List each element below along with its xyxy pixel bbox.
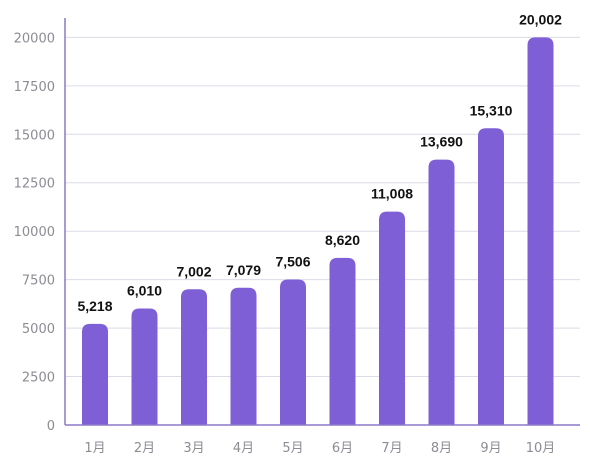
data-label-10: 20,002 (519, 11, 562, 27)
bar-8 (428, 159, 455, 426)
bar-10 (527, 37, 554, 425)
bars (82, 37, 554, 426)
x-category-label-4: 4月 (233, 441, 254, 456)
bar-2 (131, 308, 158, 425)
data-label-4: 7,079 (226, 262, 261, 278)
data-label-8: 13,690 (420, 134, 463, 150)
y-tick-label-10000: 10000 (14, 225, 55, 240)
x-category-label-3: 3月 (183, 441, 204, 456)
x-category-label-1: 1月 (84, 441, 105, 456)
bar-1 (82, 323, 108, 425)
bar-6 (329, 257, 356, 425)
x-category-label-6: 6月 (332, 441, 353, 456)
y-tick-label-20000: 20000 (14, 31, 55, 46)
data-label-1: 5,218 (77, 298, 112, 314)
bar-5 (280, 279, 306, 425)
data-label-6: 8,620 (325, 232, 360, 248)
x-category-label-5: 5月 (282, 441, 303, 456)
data-label-9: 15,310 (470, 102, 513, 118)
bar-7 (379, 211, 405, 425)
data-label-3: 7,002 (176, 263, 211, 279)
data-labels: 5,218 6,010 7,002 7,079 7,506 8,620 11,008 13,6… (77, 11, 562, 314)
y-tick-label-12500: 12500 (14, 177, 55, 192)
data-label-5: 7,506 (275, 254, 310, 270)
y-tick-label-0: 0 (47, 419, 55, 434)
y-tick-label-17500: 17500 (14, 80, 55, 95)
x-category-label-7: 7月 (381, 441, 402, 456)
data-label-2: 6,010 (127, 283, 162, 299)
axes (64, 18, 580, 426)
x-category-label-10: 10月 (526, 441, 556, 456)
data-label-7: 11,008 (371, 186, 413, 202)
bar-9 (478, 128, 504, 425)
y-tick-label-15000: 15000 (14, 128, 55, 143)
x-category-label-9: 9月 (480, 441, 501, 456)
bar-3 (181, 289, 207, 425)
x-axis-category-labels: 1月 2月 3月 4月 5月 6月 7月 8月 9月 10月 (84, 441, 555, 456)
x-category-label-2: 2月 (134, 441, 155, 456)
y-tick-label-5000: 5000 (22, 322, 55, 337)
bar-4 (230, 287, 257, 425)
y-axis-tick-labels: 0 2500 5000 7500 10000 12500 15000 17500 20000 (14, 31, 55, 434)
y-tick-label-7500: 7500 (22, 274, 55, 289)
x-category-label-8: 8月 (431, 441, 452, 456)
y-tick-label-2500: 2500 (22, 371, 55, 386)
